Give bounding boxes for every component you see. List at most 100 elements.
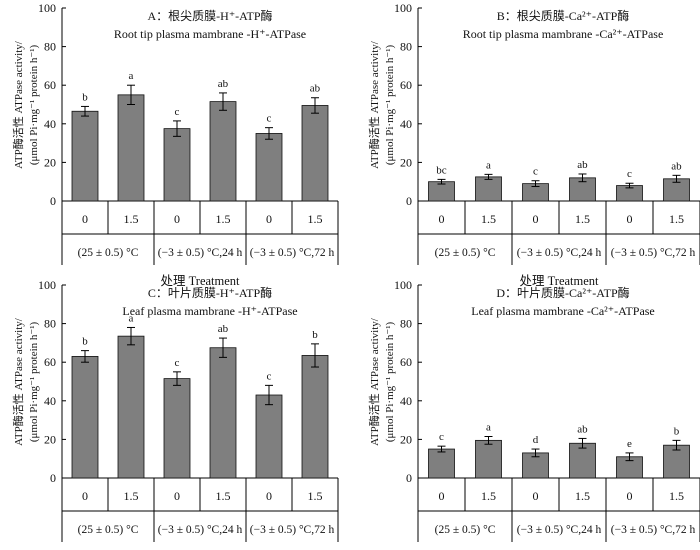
significance-label: a	[129, 312, 134, 324]
panel-title: A：根尖质膜-H⁺-ATP酶	[148, 8, 273, 23]
significance-label: bc	[436, 164, 447, 176]
significance-label: c	[175, 357, 180, 369]
x-tick-label: 1.5	[124, 212, 139, 226]
bar	[663, 444, 690, 479]
significance-label: a	[486, 422, 491, 434]
significance-label: ab	[577, 159, 588, 171]
y-tick-label: 40	[400, 394, 412, 408]
y-tick-label: 80	[400, 40, 412, 54]
y-tick-label: 60	[400, 78, 412, 92]
group-label: (−3 ± 0.5) °C,24 h	[158, 247, 243, 259]
x-tick-label: 0	[82, 212, 88, 226]
y-tick-label: 40	[44, 117, 56, 131]
panel-title: C：叶片质膜-H⁺-ATP酶	[148, 285, 272, 300]
significance-label: c	[627, 168, 632, 180]
significance-label: d	[533, 434, 539, 446]
significance-label: c	[533, 166, 538, 178]
bar	[209, 101, 237, 202]
group-label: (−3 ± 0.5) °C,24 h	[517, 524, 602, 536]
significance-label: c	[175, 106, 180, 118]
x-tick-label: 0	[627, 212, 633, 226]
group-label: (−3 ± 0.5) °C,72 h	[611, 524, 696, 536]
y-tick-label: 60	[44, 355, 56, 369]
x-tick-label: 1.5	[308, 489, 323, 503]
y-axis-label: ATP酶活性 ATPase activity/(μmol Pi·mg⁻¹ pro…	[367, 40, 396, 169]
bar	[428, 448, 455, 479]
group-label: (−3 ± 0.5) °C,72 h	[250, 247, 335, 259]
chart-panel-a: 0 20 40 60 80 100 0 1.5 0 1.5 0 1.5 (25 ± 0.5) °C (−3…	[11, 1, 339, 288]
panel-title: B：根尖质膜-Ca²⁺-ATP酶	[497, 8, 630, 23]
significance-label: ab	[310, 83, 321, 95]
y-tick-label: 100	[38, 278, 56, 292]
y-tick-label: 100	[38, 1, 56, 15]
y-tick-label: 100	[394, 1, 412, 15]
significance-label: b	[82, 91, 88, 103]
y-tick-label: 40	[44, 394, 56, 408]
y-tick-label: 80	[44, 317, 56, 331]
y-tick-label: 0	[406, 194, 412, 208]
y-tick-label: 0	[50, 194, 56, 208]
x-tick-label: 1.5	[575, 489, 590, 503]
significance-label: ab	[218, 78, 229, 90]
group-label: (−3 ± 0.5) °C,24 h	[158, 524, 243, 536]
y-tick-label: 80	[44, 40, 56, 54]
group-label: (−3 ± 0.5) °C,72 h	[611, 247, 696, 259]
y-tick-label: 20	[44, 432, 56, 446]
group-label: (25 ± 0.5) °C	[435, 524, 496, 536]
x-tick-label: 0	[174, 489, 180, 503]
y-tick-label: 0	[406, 471, 412, 485]
x-tick-label: 0	[533, 489, 539, 503]
chart-panel-c: 0 20 40 60 80 100 0 1.5 0 1.5 0 1.5 (25 ± 0.5) °C (−3…	[11, 278, 339, 542]
y-axis-label-line1: ATP酶活性 ATPase activity/	[367, 317, 381, 446]
y-tick-label: 20	[400, 155, 412, 169]
bar	[569, 442, 596, 479]
x-tick-label: 1.5	[669, 212, 684, 226]
bar	[71, 110, 99, 202]
significance-label: b	[312, 329, 318, 341]
group-label: (−3 ± 0.5) °C,72 h	[250, 524, 335, 536]
panel-subtitle: Root tip plasma mambrane -Ca²⁺-ATPase	[463, 27, 664, 41]
bar	[301, 105, 329, 202]
y-tick-label: 60	[44, 78, 56, 92]
bar	[475, 439, 502, 479]
y-axis-label-line2: (μmol Pi·mg⁻¹ protein h⁻¹)	[384, 44, 396, 165]
significance-label: ab	[671, 160, 682, 172]
y-axis-label: ATP酶活性 ATPase activity/(μmol Pi·mg⁻¹ pro…	[367, 317, 396, 446]
y-tick-label: 40	[400, 117, 412, 131]
y-axis-label-line2: (μmol Pi·mg⁻¹ protein h⁻¹)	[384, 321, 396, 442]
x-tick-label: 1.5	[575, 212, 590, 226]
x-tick-label: 0	[266, 489, 272, 503]
significance-label: a	[486, 159, 491, 171]
y-tick-label: 0	[50, 471, 56, 485]
y-axis-label-line2: (μmol Pi·mg⁻¹ protein h⁻¹)	[28, 44, 40, 165]
y-axis-label-line2: (μmol Pi·mg⁻¹ protein h⁻¹)	[28, 321, 40, 442]
x-tick-label: 0	[174, 212, 180, 226]
x-tick-label: 1.5	[481, 212, 496, 226]
x-tick-label: 1.5	[216, 489, 231, 503]
significance-label: ab	[218, 323, 229, 335]
chart-panel-b: 0 20 40 60 80 100 0 1.5 0 1.5 0 1.5 (25 ± 0.5) °C (−3…	[367, 1, 700, 288]
y-tick-label: 60	[400, 355, 412, 369]
panel-title: D：叶片质膜-Ca²⁺-ATP酶	[496, 285, 629, 300]
bar	[117, 94, 145, 202]
bar	[117, 335, 145, 479]
panel-subtitle: Root tip plasma mambrane -H⁺-ATPase	[114, 27, 306, 41]
y-axis-label: ATP酶活性 ATPase activity/(μmol Pi·mg⁻¹ pro…	[11, 40, 40, 169]
y-tick-label: 100	[394, 278, 412, 292]
significance-label: e	[627, 438, 632, 450]
x-axis-title: 处理 Treatment	[519, 274, 599, 288]
significance-label: c	[267, 370, 272, 382]
x-tick-label: 0	[627, 489, 633, 503]
bar	[71, 356, 99, 479]
panel-subtitle: Leaf plasma mambrane -H⁺-ATPase	[122, 304, 297, 318]
bar	[163, 128, 191, 202]
x-axis-title: 处理 Treatment	[160, 274, 240, 288]
x-tick-label: 0	[82, 489, 88, 503]
y-axis-label: ATP酶活性 ATPase activity/(μmol Pi·mg⁻¹ pro…	[11, 317, 40, 446]
x-tick-label: 1.5	[124, 489, 139, 503]
group-label: (25 ± 0.5) °C	[78, 247, 139, 259]
x-tick-label: 0	[439, 489, 445, 503]
y-axis-label-line1: ATP酶活性 ATPase activity/	[367, 40, 381, 169]
bar	[255, 394, 283, 479]
x-tick-label: 1.5	[481, 489, 496, 503]
